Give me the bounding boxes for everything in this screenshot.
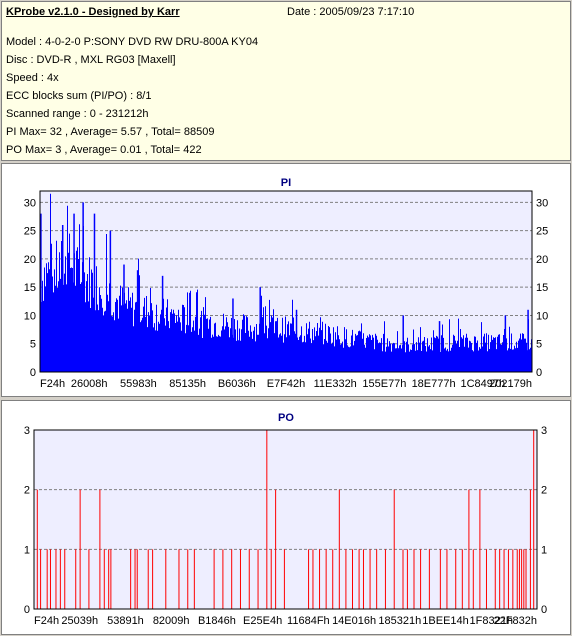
pi-ytick-right: 20 <box>536 254 548 266</box>
info-ecc: ECC blocks sum (PI/PO) : 8/1 <box>6 90 152 102</box>
info-po: PO Max= 3 , Average= 0.01 , Total= 422 <box>6 144 202 156</box>
pi-ytick-left: 10 <box>24 310 36 322</box>
po-chart-panel: PO 0 0 1 1 2 2 3 3 F24h 25039h 53891h 82009h B1846h E… <box>1 400 571 635</box>
pi-chart-panel: PI 0 0 5 5 10 10 15 15 20 20 25 25 30 30 F24h 26008h 559… <box>1 163 571 397</box>
pi-ytick-right: 10 <box>536 310 548 322</box>
pi-ytick-left: 25 <box>24 226 36 238</box>
po-chart-title: PO <box>278 412 294 424</box>
pi-xtick: F24h <box>40 378 65 390</box>
po-xtick: 1BEE14h <box>422 615 468 627</box>
pi-xtick: 18E777h <box>412 378 456 390</box>
info-range: Scanned range : 0 - 231212h <box>6 108 149 120</box>
scan-date: Date : 2005/09/23 7:17:10 <box>287 6 415 18</box>
pi-chart-title: PI <box>281 177 291 189</box>
pi-ytick-left: 0 <box>30 367 36 379</box>
po-xtick: 82009h <box>153 615 190 627</box>
po-ytick-left: 2 <box>24 485 30 497</box>
po-ytick-right: 3 <box>541 425 547 437</box>
pi-xtick: 85135h <box>169 378 206 390</box>
pi-xtick: 1C8497h <box>460 378 505 390</box>
pi-ytick-left: 30 <box>24 197 36 209</box>
po-xtick: B1846h <box>198 615 236 627</box>
pi-ytick-right: 15 <box>536 282 548 294</box>
po-xtick: 11684Fh <box>287 615 330 627</box>
pi-xtick: 202179h <box>489 378 532 390</box>
pi-ytick-left: 20 <box>24 254 36 266</box>
pi-xtick: B6036h <box>218 378 256 390</box>
pi-xtick: E7F42h <box>267 378 306 390</box>
info-model: Model : 4-0-2-0 P:SONY DVD RW DRU-800A K… <box>6 36 259 48</box>
info-speed: Speed : 4x <box>6 72 59 84</box>
po-ytick-right: 0 <box>541 604 547 616</box>
po-xtick: 53891h <box>107 615 144 627</box>
po-ytick-right: 2 <box>541 485 547 497</box>
po-plot-border <box>33 429 538 610</box>
info-pi: PI Max= 32 , Average= 5.57 , Total= 8850… <box>6 126 215 138</box>
po-xtick: F24h <box>34 615 59 627</box>
pi-xtick: 26008h <box>71 378 108 390</box>
po-xtick: 185321h <box>378 615 421 627</box>
pi-xtick: 155E77h <box>362 378 406 390</box>
pi-ytick-left: 15 <box>24 282 36 294</box>
po-ytick-left: 3 <box>24 425 30 437</box>
pi-chart: PI 0 0 5 5 10 10 15 15 20 20 25 25 30 30 F24h 26008h 559… <box>24 177 549 390</box>
pi-ytick-right: 5 <box>536 339 542 351</box>
pi-ytick-right: 0 <box>536 367 542 379</box>
pi-xtick: 11E332h <box>314 378 357 390</box>
po-xtick: E25E4h <box>243 615 282 627</box>
pi-ytick-right: 25 <box>536 226 548 238</box>
pi-ytick-right: 30 <box>536 197 548 209</box>
info-panel: KProbe v2.1.0 - Designed by Karr Date : … <box>1 1 571 161</box>
pi-ytick-left: 5 <box>30 339 36 351</box>
po-xtick: 25039h <box>61 615 98 627</box>
pi-plot-border <box>39 190 533 373</box>
po-plot-area <box>34 430 537 609</box>
pi-xtick: 55983h <box>120 378 157 390</box>
po-xtick: 14E016h <box>332 615 376 627</box>
po-chart: PO 0 0 1 1 2 2 3 3 F24h 25039h 53891h 82009h B1846h E… <box>24 412 547 627</box>
po-ytick-left: 0 <box>24 604 30 616</box>
po-xtick: 22F832h <box>494 615 537 627</box>
po-ytick-left: 1 <box>24 544 30 556</box>
po-xtick: 1F8321h <box>470 615 513 627</box>
po-ytick-right: 1 <box>541 544 547 556</box>
info-disc: Disc : DVD-R , MXL RG03 [Maxell] <box>6 54 176 66</box>
app-title: KProbe v2.1.0 - Designed by Karr <box>6 6 180 18</box>
